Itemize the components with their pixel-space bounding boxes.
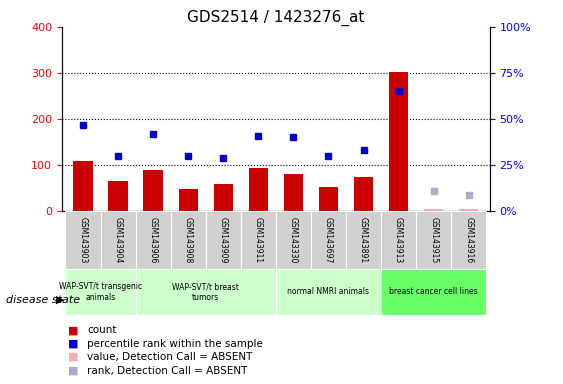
Bar: [424, 209, 443, 211]
Bar: [136, 211, 171, 269]
Bar: [171, 211, 205, 269]
Text: GSM143330: GSM143330: [289, 217, 298, 263]
Text: ■: ■: [68, 339, 78, 349]
Bar: [389, 71, 408, 211]
Bar: [101, 211, 136, 269]
Bar: [178, 189, 198, 211]
Bar: [65, 269, 136, 315]
Bar: [284, 174, 303, 211]
Bar: [276, 211, 311, 269]
Bar: [451, 211, 486, 269]
Bar: [241, 211, 276, 269]
Bar: [346, 211, 381, 269]
Bar: [249, 168, 268, 211]
Text: value, Detection Call = ABSENT: value, Detection Call = ABSENT: [87, 352, 253, 362]
Bar: [205, 211, 241, 269]
Text: rank, Detection Call = ABSENT: rank, Detection Call = ABSENT: [87, 366, 248, 376]
Text: WAP-SVT/t breast
tumors: WAP-SVT/t breast tumors: [172, 282, 239, 301]
Text: GSM143911: GSM143911: [254, 217, 263, 263]
Text: ▶: ▶: [56, 295, 65, 305]
Text: percentile rank within the sample: percentile rank within the sample: [87, 339, 263, 349]
Text: GSM143903: GSM143903: [78, 217, 87, 263]
Bar: [136, 269, 276, 315]
Text: disease state: disease state: [6, 295, 80, 305]
Bar: [311, 211, 346, 269]
Bar: [144, 170, 163, 211]
Text: GSM143891: GSM143891: [359, 217, 368, 263]
Text: GSM143909: GSM143909: [219, 217, 228, 263]
Text: normal NMRI animals: normal NMRI animals: [288, 287, 369, 296]
Bar: [354, 177, 373, 211]
Text: GSM143906: GSM143906: [149, 217, 158, 263]
Text: GSM143908: GSM143908: [184, 217, 193, 263]
Text: ■: ■: [68, 325, 78, 335]
Text: GSM143697: GSM143697: [324, 217, 333, 263]
Bar: [213, 184, 233, 211]
Bar: [459, 209, 479, 211]
Text: ■: ■: [68, 366, 78, 376]
Text: GSM143913: GSM143913: [394, 217, 403, 263]
Text: breast cancer cell lines: breast cancer cell lines: [390, 287, 478, 296]
Bar: [381, 211, 416, 269]
Text: GSM143915: GSM143915: [429, 217, 438, 263]
Title: GDS2514 / 1423276_at: GDS2514 / 1423276_at: [187, 9, 365, 25]
Text: GSM143904: GSM143904: [114, 217, 123, 263]
Bar: [109, 181, 128, 211]
Bar: [381, 269, 486, 315]
Text: WAP-SVT/t transgenic
animals: WAP-SVT/t transgenic animals: [59, 282, 142, 301]
Bar: [319, 187, 338, 211]
Bar: [416, 211, 451, 269]
Text: ■: ■: [68, 352, 78, 362]
Text: GSM143916: GSM143916: [464, 217, 473, 263]
Bar: [276, 269, 381, 315]
Bar: [65, 211, 101, 269]
Text: count: count: [87, 325, 117, 335]
Bar: [73, 161, 93, 211]
